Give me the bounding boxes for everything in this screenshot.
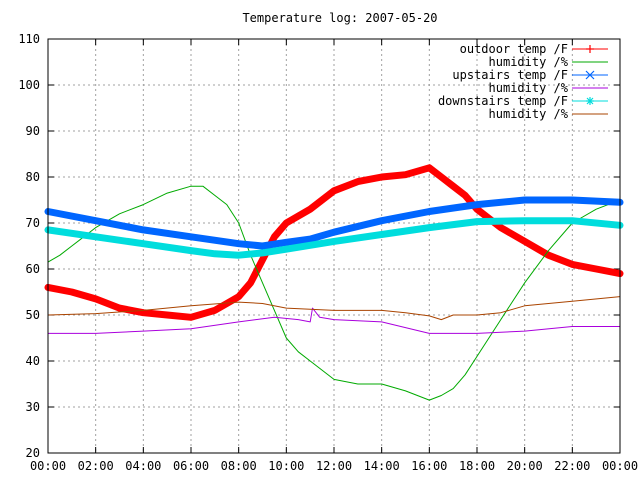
x-tick-label: 00:00: [602, 459, 638, 473]
legend-marker-plus: [586, 45, 594, 53]
x-tick-label: 18:00: [459, 459, 495, 473]
x-tick-label: 12:00: [316, 459, 352, 473]
y-tick-label: 80: [26, 170, 40, 184]
series-line-1: [47, 185, 621, 401]
series-line-4: [44, 217, 624, 259]
legend-label-4: downstairs temp /F: [438, 94, 568, 108]
y-tick-label: 110: [18, 32, 40, 46]
y-tick-label: 20: [26, 446, 40, 460]
series-line-5: [47, 296, 621, 321]
y-tick-label: 50: [26, 308, 40, 322]
x-tick-label: 14:00: [364, 459, 400, 473]
legend-label-2: upstairs temp /F: [452, 68, 568, 82]
x-tick-label: 08:00: [221, 459, 257, 473]
legend-label-1: humidity /%: [489, 55, 569, 69]
x-tick-label: 04:00: [125, 459, 161, 473]
series-line-3: [47, 307, 621, 334]
x-tick-label: 02:00: [78, 459, 114, 473]
y-tick-label: 30: [26, 400, 40, 414]
x-tick-label: 00:00: [30, 459, 66, 473]
y-tick-label: 70: [26, 216, 40, 230]
plot-area: [47, 38, 621, 454]
y-tick-label: 40: [26, 354, 40, 368]
x-tick-label: 20:00: [507, 459, 543, 473]
legend-marker-star: [586, 97, 594, 105]
legend-marker-x: [585, 70, 595, 80]
x-axis-ticks: 00:00 02:00 04:00 06:00 08:00 10:00 12:00 14:00…: [30, 39, 638, 473]
y-tick-label: 100: [18, 78, 40, 92]
legend-label-5: humidity /%: [489, 107, 569, 121]
legend-label-0: outdoor temp /F: [460, 42, 568, 56]
x-tick-label: 10:00: [268, 459, 304, 473]
series-lines: [44, 164, 624, 401]
series-line-0: [44, 164, 624, 321]
y-tick-label: 90: [26, 124, 40, 138]
series-line-2: [44, 196, 624, 250]
y-axis-ticks: 20 30 40 50 60 70 80 90 100 110: [18, 32, 620, 460]
x-tick-label: 06:00: [173, 459, 209, 473]
x-tick-label: 22:00: [554, 459, 590, 473]
x-tick-label: 16:00: [411, 459, 447, 473]
legend-label-3: humidity /%: [489, 81, 569, 95]
y-tick-label: 60: [26, 262, 40, 276]
chart-title: Temperature log: 2007-05-20: [242, 11, 437, 25]
